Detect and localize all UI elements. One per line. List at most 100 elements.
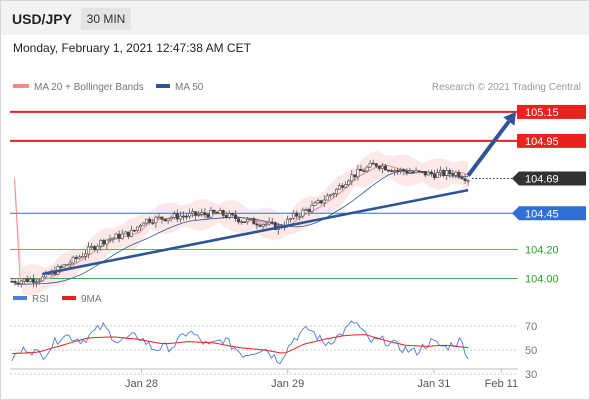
candle-body (359, 168, 363, 172)
candle-body (191, 211, 195, 214)
candle-body (132, 229, 136, 232)
candle-body (255, 223, 259, 226)
timeframe-button[interactable]: 30 MIN (81, 8, 131, 30)
candle-body (451, 173, 455, 176)
candle-body (316, 200, 320, 204)
candle-body (356, 168, 360, 178)
candle-body (243, 221, 247, 223)
legend-label-rsi: RSI (32, 294, 49, 305)
candle-body (13, 281, 17, 284)
candle-body (396, 170, 400, 172)
candle-body (188, 212, 192, 217)
x-tick-label: Jan 31 (417, 378, 450, 390)
candle-body (442, 170, 446, 176)
last-price-tag (512, 171, 586, 186)
candle-body (261, 224, 265, 227)
candle-body (212, 209, 216, 213)
candle-body (28, 278, 32, 283)
candle-body (221, 210, 225, 216)
candle-body (353, 174, 357, 178)
candle-body (365, 166, 369, 172)
rsi-tick-label: 50 (525, 345, 537, 357)
support-tag (512, 206, 586, 221)
candle-body (377, 165, 381, 169)
candle-body (331, 193, 335, 196)
candle-body (350, 174, 354, 182)
candle-body (126, 231, 130, 237)
candle-body (295, 212, 299, 217)
candle-body (289, 218, 293, 220)
resistance-tag-label: 105.15 (525, 107, 559, 119)
candle-body (405, 171, 409, 174)
forecast-arrow-head (503, 111, 516, 126)
candle-body (108, 238, 112, 241)
candle-body (178, 215, 182, 220)
legend-label-9ma: 9MA (81, 294, 102, 305)
ma50-line (14, 170, 469, 285)
level-tags: 105.15 104.95 104.69 104.45 104.20 104.00 (512, 104, 586, 285)
legend-label-ma50: MA 50 (175, 82, 204, 93)
candle-body (240, 221, 244, 223)
candle-body (65, 264, 69, 266)
rsi-tick-label: 30 (525, 369, 537, 381)
legend-swatch-ma20 (13, 84, 29, 88)
rsi-legend: RSI 9MA (13, 294, 102, 305)
candle-body (227, 213, 231, 218)
candle-body (298, 215, 302, 218)
candle-body (304, 209, 308, 211)
candle-body (463, 178, 467, 182)
candle-body (160, 216, 164, 220)
rsi-ma-line (11, 334, 469, 355)
candle-body (169, 217, 173, 220)
candle-body (301, 209, 305, 217)
candle-body (87, 246, 91, 255)
candle-body (218, 210, 222, 214)
candle-body (74, 256, 78, 259)
candle-body (460, 176, 464, 179)
candle-body (307, 209, 311, 212)
candle-body (22, 278, 26, 282)
candle-body (436, 172, 440, 178)
candle-body (93, 246, 97, 250)
candle-body (322, 199, 326, 204)
candle-body (38, 280, 42, 283)
candle-body (203, 212, 207, 215)
candle-body (175, 213, 179, 220)
candle-body (77, 256, 81, 259)
candle-body (399, 169, 403, 171)
candle-body (41, 276, 45, 282)
legend-swatch-ma50 (156, 84, 170, 88)
support-tag-label: 104.45 (525, 208, 559, 220)
candle-body (325, 195, 329, 201)
candle-body (80, 255, 84, 258)
candle-body (184, 215, 188, 218)
moving-averages (14, 163, 469, 285)
candle-body (310, 205, 314, 212)
candle-body (432, 173, 436, 178)
x-tick-label: Feb 11 (485, 378, 518, 390)
forecast-arrow-shaft (466, 120, 511, 177)
candle-body (414, 170, 418, 173)
candle-body (25, 278, 29, 283)
legend-label-ma20: MA 20 + Bollinger Bands (34, 82, 144, 93)
candle-body (466, 180, 470, 182)
candle-body (62, 264, 66, 268)
candle-body (233, 214, 237, 220)
candle-body (344, 184, 348, 188)
rsi-tick-label: 70 (525, 321, 537, 333)
credit-label: Research © 2021 Trading Central (432, 82, 581, 93)
candle-body (334, 188, 338, 195)
candle-body (68, 262, 72, 265)
candle-body (206, 214, 210, 218)
x-tick-label: Jan 29 (271, 378, 304, 390)
candle-body (374, 163, 378, 167)
candle-body (402, 169, 406, 172)
candle-body (145, 218, 149, 224)
candle-body (111, 237, 115, 240)
candle-body (246, 219, 250, 223)
candle-body (19, 280, 23, 285)
candle-body (148, 218, 152, 223)
candle-body (429, 171, 433, 175)
candle-body (224, 215, 228, 218)
